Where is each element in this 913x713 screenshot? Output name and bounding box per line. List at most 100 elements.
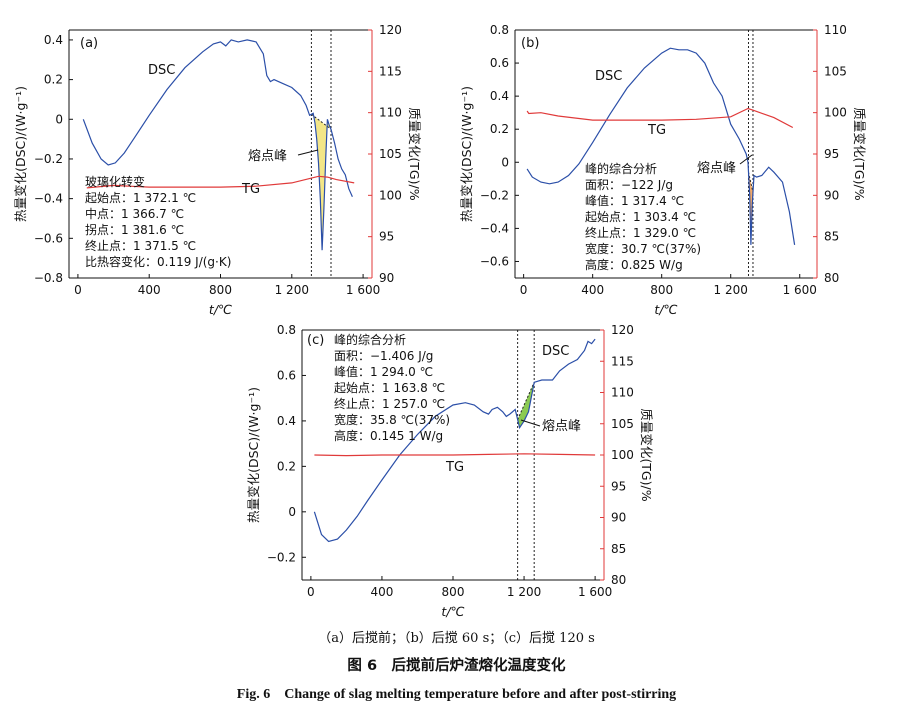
y2-axis-label: 质量变化(TG)/% <box>639 408 654 501</box>
x-tick-label: 0 <box>74 283 82 297</box>
y-tick-label: −0.4 <box>480 221 509 235</box>
analysis-note: 面积：−122 J/g <box>585 178 673 192</box>
analysis-note: 终止点：1 257.0 ℃ <box>334 396 445 411</box>
y2-tick-label: 90 <box>824 188 839 202</box>
x-tick-label: 1 200 <box>507 585 541 599</box>
analysis-note: 起始点：1 372.1 ℃ <box>85 191 196 205</box>
y2-tick-label: 110 <box>611 386 634 400</box>
analysis-note: 高度：0.825 W/g <box>585 257 683 272</box>
series-line-tg <box>86 175 355 189</box>
peak-label: 熔点峰 <box>542 419 581 434</box>
figure-subcaption: （a）后搅前；（b）后搅 60 s；（c）后搅 120 s <box>318 631 595 646</box>
panel-label: (a) <box>80 36 98 51</box>
y-tick-label: 0 <box>501 155 509 169</box>
x-tick-label: 800 <box>209 283 232 297</box>
y-axis-label: 热量变化(DSC)/(W·g⁻¹) <box>246 387 261 523</box>
peak-pointer <box>297 149 319 156</box>
y2-tick-label: 95 <box>379 230 394 244</box>
analysis-note: 比热容变化：0.119 J/(g·K) <box>85 254 231 269</box>
x-tick-label: 0 <box>307 585 315 599</box>
y2-tick-label: 110 <box>824 23 847 37</box>
y2-tick-label: 85 <box>611 542 626 556</box>
y2-tick-label: 115 <box>379 64 402 78</box>
x-axis-label: t/℃ <box>441 604 464 619</box>
peak-label: 熔点峰 <box>248 149 287 164</box>
peak-pointer <box>739 154 753 165</box>
y-tick-label: −0.6 <box>480 254 509 268</box>
y-tick-label: −0.2 <box>267 550 296 564</box>
series-line-dsc <box>526 47 796 245</box>
y2-tick-label: 100 <box>824 106 847 120</box>
analysis-note: 玻璃化转变 <box>85 174 145 189</box>
x-axis-label: t/℃ <box>209 302 232 317</box>
x-tick-label: 1 200 <box>714 283 748 297</box>
y-tick-label: 0.6 <box>490 56 509 70</box>
analysis-note: 终止点：1 371.5 ℃ <box>85 238 196 253</box>
series-label-tg: TG <box>241 182 260 197</box>
panel-label: (b) <box>521 36 539 51</box>
y2-tick-label: 95 <box>824 147 839 161</box>
x-tick-label: 0 <box>520 283 528 297</box>
y-tick-label: 0.8 <box>490 23 509 37</box>
y2-tick-label: 90 <box>611 511 626 525</box>
x-tick-label: 1 600 <box>346 283 380 297</box>
y2-tick-label: 80 <box>611 573 626 587</box>
y2-tick-label: 90 <box>379 271 394 285</box>
y2-tick-label: 110 <box>379 106 402 120</box>
y2-tick-label: 85 <box>824 230 839 244</box>
y-tick-label: −0.2 <box>34 152 63 166</box>
y-tick-label: 0.4 <box>277 414 296 428</box>
peak-baseline <box>517 382 535 420</box>
y2-tick-label: 105 <box>824 64 847 78</box>
peak-label: 熔点峰 <box>697 161 736 176</box>
analysis-note: 高度：0.145 1 W/g <box>334 428 443 443</box>
chart-panel-b: 0 400 800 1 200 1 600 −0.6 −0.4 −0.2 0 0.2 0.4 0.6 0… <box>459 23 867 317</box>
peak-baseline <box>311 113 332 130</box>
analysis-note: 宽度：30.7 ℃(37%) <box>585 241 701 256</box>
analysis-note: 拐点：1 381.6 ℃ <box>85 222 184 237</box>
x-tick-label: 1 600 <box>578 585 612 599</box>
chart-panel-a: 0 400 800 1 200 1 600 −0.8 −0.6 −0.4 −0.2 0 0.2 0.4… <box>13 23 422 317</box>
analysis-note: 终止点：1 329.0 ℃ <box>585 225 696 240</box>
x-tick-label: 1 200 <box>275 283 309 297</box>
y-tick-label: −0.6 <box>34 231 63 245</box>
analysis-note: 峰值：1 317.4 ℃ <box>585 193 684 208</box>
y2-tick-label: 80 <box>824 271 839 285</box>
peak-baseline <box>748 172 754 193</box>
y2-axis-label: 质量变化(TG)/% <box>407 107 422 200</box>
analysis-note: 峰的综合分析 <box>585 161 657 176</box>
x-axis-label: t/℃ <box>654 302 677 317</box>
y-tick-label: 0.2 <box>490 122 509 136</box>
series-line-tg <box>314 453 596 457</box>
series-line-tg <box>526 107 794 129</box>
series-label-tg: TG <box>445 460 464 475</box>
y-tick-label: 0.4 <box>44 33 63 47</box>
analysis-note: 面积：−1.406 J/g <box>334 349 433 363</box>
peak-pointer <box>520 419 541 427</box>
y2-tick-label: 120 <box>379 23 402 37</box>
y-tick-label: −0.8 <box>34 271 63 285</box>
y-tick-label: 0 <box>55 112 63 126</box>
y2-tick-label: 115 <box>611 354 634 368</box>
y-tick-label: 0.8 <box>277 323 296 337</box>
y2-tick-label: 100 <box>611 448 634 462</box>
y-tick-label: 0.2 <box>44 73 63 87</box>
peak-area-fill <box>517 382 535 428</box>
charts-svg: 0 400 800 1 200 1 600−0.8−0.6−0.4−0.200.20.4… <box>13 23 867 619</box>
x-tick-label: 400 <box>138 283 161 297</box>
y-tick-label: −0.2 <box>480 188 509 202</box>
y-tick-label: 0.2 <box>277 459 296 473</box>
series-label-dsc: DSC <box>148 63 175 78</box>
analysis-note: 峰值：1 294.0 ℃ <box>334 364 433 379</box>
y-tick-label: 0.6 <box>277 368 296 382</box>
y2-axis-label: 质量变化(TG)/% <box>852 107 867 200</box>
series-line-dsc <box>82 39 353 251</box>
figure-title-en: Fig. 6 Change of slag melting temperatur… <box>236 687 677 702</box>
y-tick-label: 0.4 <box>490 89 509 103</box>
x-tick-label: 400 <box>370 585 393 599</box>
series-label-tg: TG <box>647 123 666 138</box>
y-tick-label: −0.4 <box>34 192 63 206</box>
analysis-note: 中点：1 366.7 ℃ <box>85 206 184 221</box>
analysis-note: 起始点：1 303.4 ℃ <box>585 210 696 224</box>
